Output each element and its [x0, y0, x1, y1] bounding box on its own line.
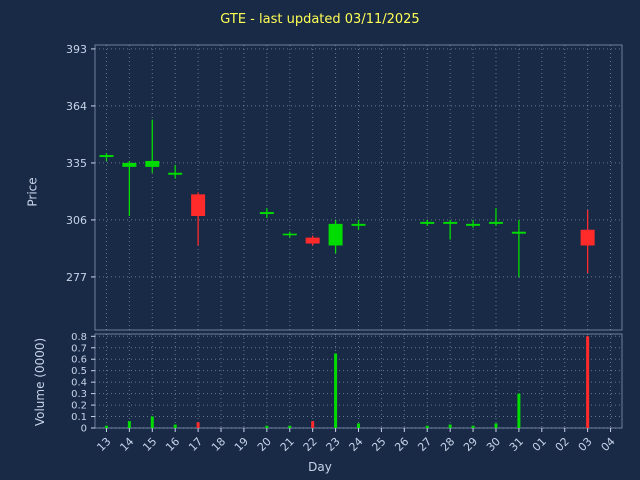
price-tick-label: 277	[66, 271, 87, 284]
x-tick-label: 20	[255, 435, 274, 454]
x-tick-label: 14	[117, 435, 136, 454]
x-tick-label: 17	[186, 435, 205, 454]
candle-body	[511, 231, 526, 234]
candle-body	[305, 237, 320, 244]
volume-bar	[334, 353, 338, 428]
candle-body	[420, 221, 435, 224]
candle-body	[145, 160, 160, 167]
volume-tick-label: 0.6	[71, 355, 87, 366]
volume-tick-label: 0.4	[71, 378, 87, 389]
volume-tick-label: 0.1	[71, 412, 87, 423]
x-tick-label: 02	[553, 435, 572, 454]
volume-bar	[448, 424, 452, 428]
x-tick-label: 23	[324, 435, 343, 454]
candle-body	[99, 155, 114, 158]
volume-bar	[471, 425, 475, 428]
volume-bar	[127, 421, 131, 428]
candle-body	[259, 212, 274, 215]
x-tick-label: 19	[232, 435, 251, 454]
candle-body	[351, 223, 366, 226]
x-tick-label: 01	[530, 435, 549, 454]
axes-spine	[94, 44, 623, 331]
candle-body	[168, 172, 183, 175]
x-tick-label: 29	[461, 435, 480, 454]
volume-tick-label: 0.5	[71, 366, 87, 377]
x-axis-label: Day	[308, 460, 332, 474]
x-tick-label: 24	[347, 435, 366, 454]
chart-title: GTE - last updated 03/11/2025	[220, 12, 420, 27]
x-tick-label: 31	[507, 435, 526, 454]
volume-bar	[173, 424, 177, 428]
x-tick-label: 03	[576, 435, 595, 454]
x-tick-label: 15	[140, 435, 159, 454]
x-tick-label: 04	[599, 435, 618, 454]
volume-bar	[265, 425, 269, 428]
volume-bar	[586, 336, 590, 428]
candle-body	[488, 221, 503, 224]
candle-body	[580, 229, 595, 246]
candle-body	[443, 221, 458, 224]
volume-bar	[425, 425, 429, 428]
x-tick-label: 21	[278, 435, 297, 454]
volume-bar	[104, 425, 108, 428]
volume-axis-label: Volume (0000)	[33, 337, 48, 427]
x-tick-label: 30	[484, 435, 503, 454]
volume-tick-label: 0	[81, 424, 87, 435]
x-tick-label: 13	[94, 435, 113, 454]
x-tick-label: 16	[163, 435, 182, 454]
candle-body	[191, 194, 206, 216]
volume-tick-label: 0.7	[71, 343, 87, 354]
x-tick-label: 22	[301, 435, 320, 454]
candle-body	[282, 233, 297, 236]
volume-bar	[196, 422, 200, 428]
volume-bar	[517, 393, 521, 428]
price-tick-label: 393	[66, 43, 87, 56]
volume-bar	[311, 421, 315, 428]
volume-tick-label: 0.3	[71, 389, 87, 400]
volume-tick-label: 0.8	[71, 332, 87, 343]
x-tick-label: 27	[415, 435, 434, 454]
volume-tick-label: 0.2	[71, 401, 87, 412]
volume-bar	[150, 416, 154, 428]
x-tick-label: 25	[369, 435, 388, 454]
candle-body	[466, 223, 481, 226]
x-tick-label: 18	[209, 435, 228, 454]
price-tick-label: 335	[66, 157, 87, 170]
volume-bar	[288, 425, 292, 428]
price-tick-label: 306	[66, 214, 87, 227]
price-axis-label: Price	[25, 177, 40, 207]
x-tick-label: 26	[392, 435, 411, 454]
volume-bar	[494, 423, 498, 428]
axes-spine	[94, 333, 623, 429]
volume-bar	[357, 423, 360, 428]
candle-body	[122, 162, 137, 167]
candle-body	[328, 223, 343, 246]
x-tick-label: 28	[438, 435, 457, 454]
price-tick-label: 364	[66, 100, 87, 113]
